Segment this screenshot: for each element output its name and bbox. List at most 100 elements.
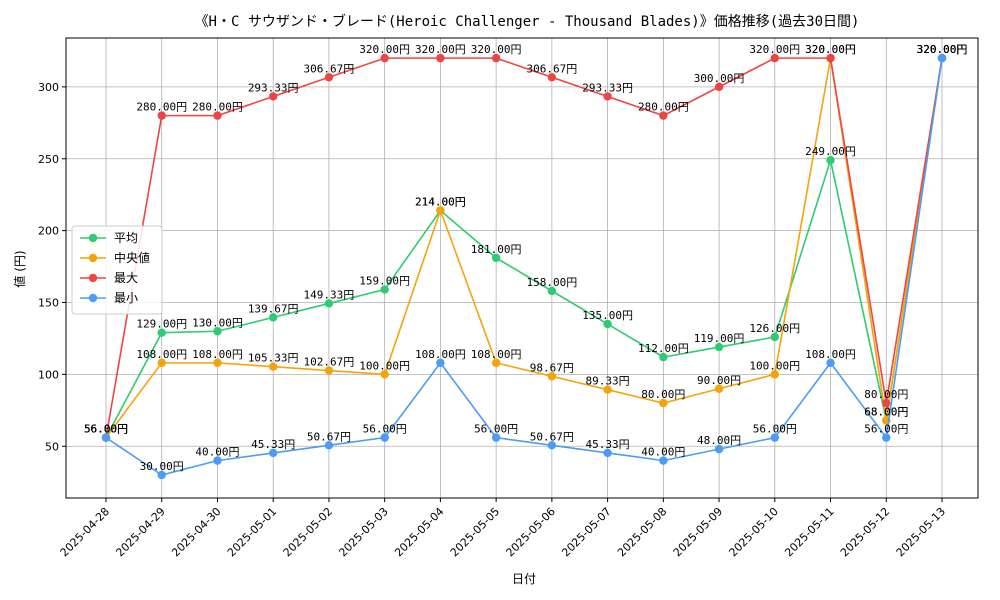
y-tick-label: 50 (45, 440, 59, 453)
data-label: 56.00円 (363, 423, 407, 436)
data-label: 320.00円 (805, 43, 856, 56)
y-tick-label: 200 (38, 225, 59, 238)
data-label: 56.00円 (864, 423, 908, 436)
data-label: 108.00円 (192, 348, 243, 361)
x-tick-label: 2025-05-10 (727, 505, 781, 559)
series-layer (101, 53, 947, 480)
data-label: 45.33円 (251, 438, 295, 451)
data-label: 320.00円 (415, 43, 466, 56)
data-label: 320.00円 (805, 43, 856, 56)
series-4 (101, 53, 947, 480)
y-tick-label: 300 (38, 81, 59, 94)
legend-label: 最小 (114, 291, 138, 305)
data-label: 45.33円 (586, 438, 630, 451)
data-point (269, 448, 278, 458)
legend-frame (71, 225, 163, 315)
data-point (603, 319, 612, 329)
data-point (714, 342, 724, 352)
data-point (491, 358, 501, 368)
data-point (436, 358, 445, 368)
x-tick-label: 2025-05-04 (392, 505, 446, 559)
data-point (213, 327, 222, 336)
data-point (491, 53, 501, 63)
x-tick-label: 2025-05-11 (782, 505, 836, 559)
data-label: 40.00円 (195, 446, 239, 459)
data-point (659, 398, 668, 408)
x-axis-label: 日付 (512, 572, 536, 586)
data-label: 149.33円 (304, 288, 355, 301)
data-label: 80.00円 (641, 388, 685, 401)
x-tick-label: 2025-04-29 (113, 505, 167, 559)
data-label: 158.00円 (526, 276, 577, 289)
plot-frame (65, 37, 979, 499)
data-point (826, 155, 835, 165)
x-tick-label: 2025-04-30 (169, 505, 223, 559)
data-point (436, 206, 445, 215)
data-point (882, 433, 891, 442)
data-label: 293.33円 (248, 81, 299, 94)
y-axis-label: 値 (円) (12, 250, 27, 287)
data-label: 56.00円 (84, 423, 128, 436)
data-point (547, 441, 557, 450)
data-point (714, 444, 724, 454)
data-label: 129.00円 (136, 318, 187, 331)
data-point (324, 73, 334, 82)
data-label: 119.00円 (694, 332, 745, 345)
data-label: 50.67円 (307, 430, 351, 443)
x-tick-label: 2025-05-06 (504, 505, 558, 559)
data-point (213, 358, 222, 368)
data-point (659, 352, 668, 362)
x-tick-label: 2025-05-09 (671, 505, 725, 559)
data-point (491, 433, 501, 442)
data-point (714, 82, 724, 92)
data-point (547, 372, 557, 381)
x-axis: 2025-04-28 2025-04-29 2025-04-30 2025-05-01… (58, 498, 948, 559)
series-line (105, 57, 943, 438)
data-label: 320.00円 (471, 43, 522, 56)
data-point (603, 448, 612, 458)
data-label: 105.33円 (248, 352, 299, 365)
data-label: 112.00円 (638, 342, 689, 355)
data-label: 320.00円 (917, 43, 968, 56)
data-point (324, 366, 334, 375)
data-point (770, 332, 779, 342)
series-line (105, 57, 943, 439)
data-label: 98.67円 (530, 361, 574, 374)
y-tick-label: 150 (38, 297, 59, 310)
data-point (157, 358, 166, 368)
data-label: 68.00円 (864, 405, 908, 418)
data-label: 100.00円 (749, 359, 800, 372)
data-point (826, 53, 835, 63)
data-point (269, 92, 278, 101)
legend-label: 最大 (114, 271, 138, 285)
data-label: 56.00円 (84, 423, 128, 436)
data-point (380, 433, 389, 442)
data-label: 320.00円 (359, 43, 410, 56)
data-point (937, 53, 947, 63)
data-label: 320.00円 (917, 43, 968, 56)
chart-title: 《H・C サウザンド・ブレード(Heroic Challenger - Thou… (195, 13, 860, 30)
data-label: 135.00円 (582, 309, 633, 322)
data-label: 280.00円 (192, 101, 243, 114)
data-point (491, 253, 501, 263)
data-point (324, 441, 334, 450)
data-point (213, 456, 222, 465)
y-tick-label: 250 (38, 153, 59, 166)
y-axis: 50 100 150 200 250 300 (38, 81, 66, 453)
data-point (157, 470, 166, 480)
x-tick-label: 2025-05-07 (559, 505, 613, 559)
data-label: 130.00円 (192, 316, 243, 329)
data-point (770, 370, 779, 379)
series-line (105, 58, 943, 439)
data-label: 108.00円 (136, 348, 187, 361)
data-label: 293.33円 (582, 81, 633, 94)
data-label: 320.00円 (917, 43, 968, 56)
data-label: 108.00円 (471, 348, 522, 361)
data-point (324, 299, 334, 308)
data-point (380, 53, 389, 63)
data-label: 139.67円 (248, 302, 299, 315)
data-label: 30.00円 (140, 460, 184, 473)
data-point (770, 53, 779, 63)
